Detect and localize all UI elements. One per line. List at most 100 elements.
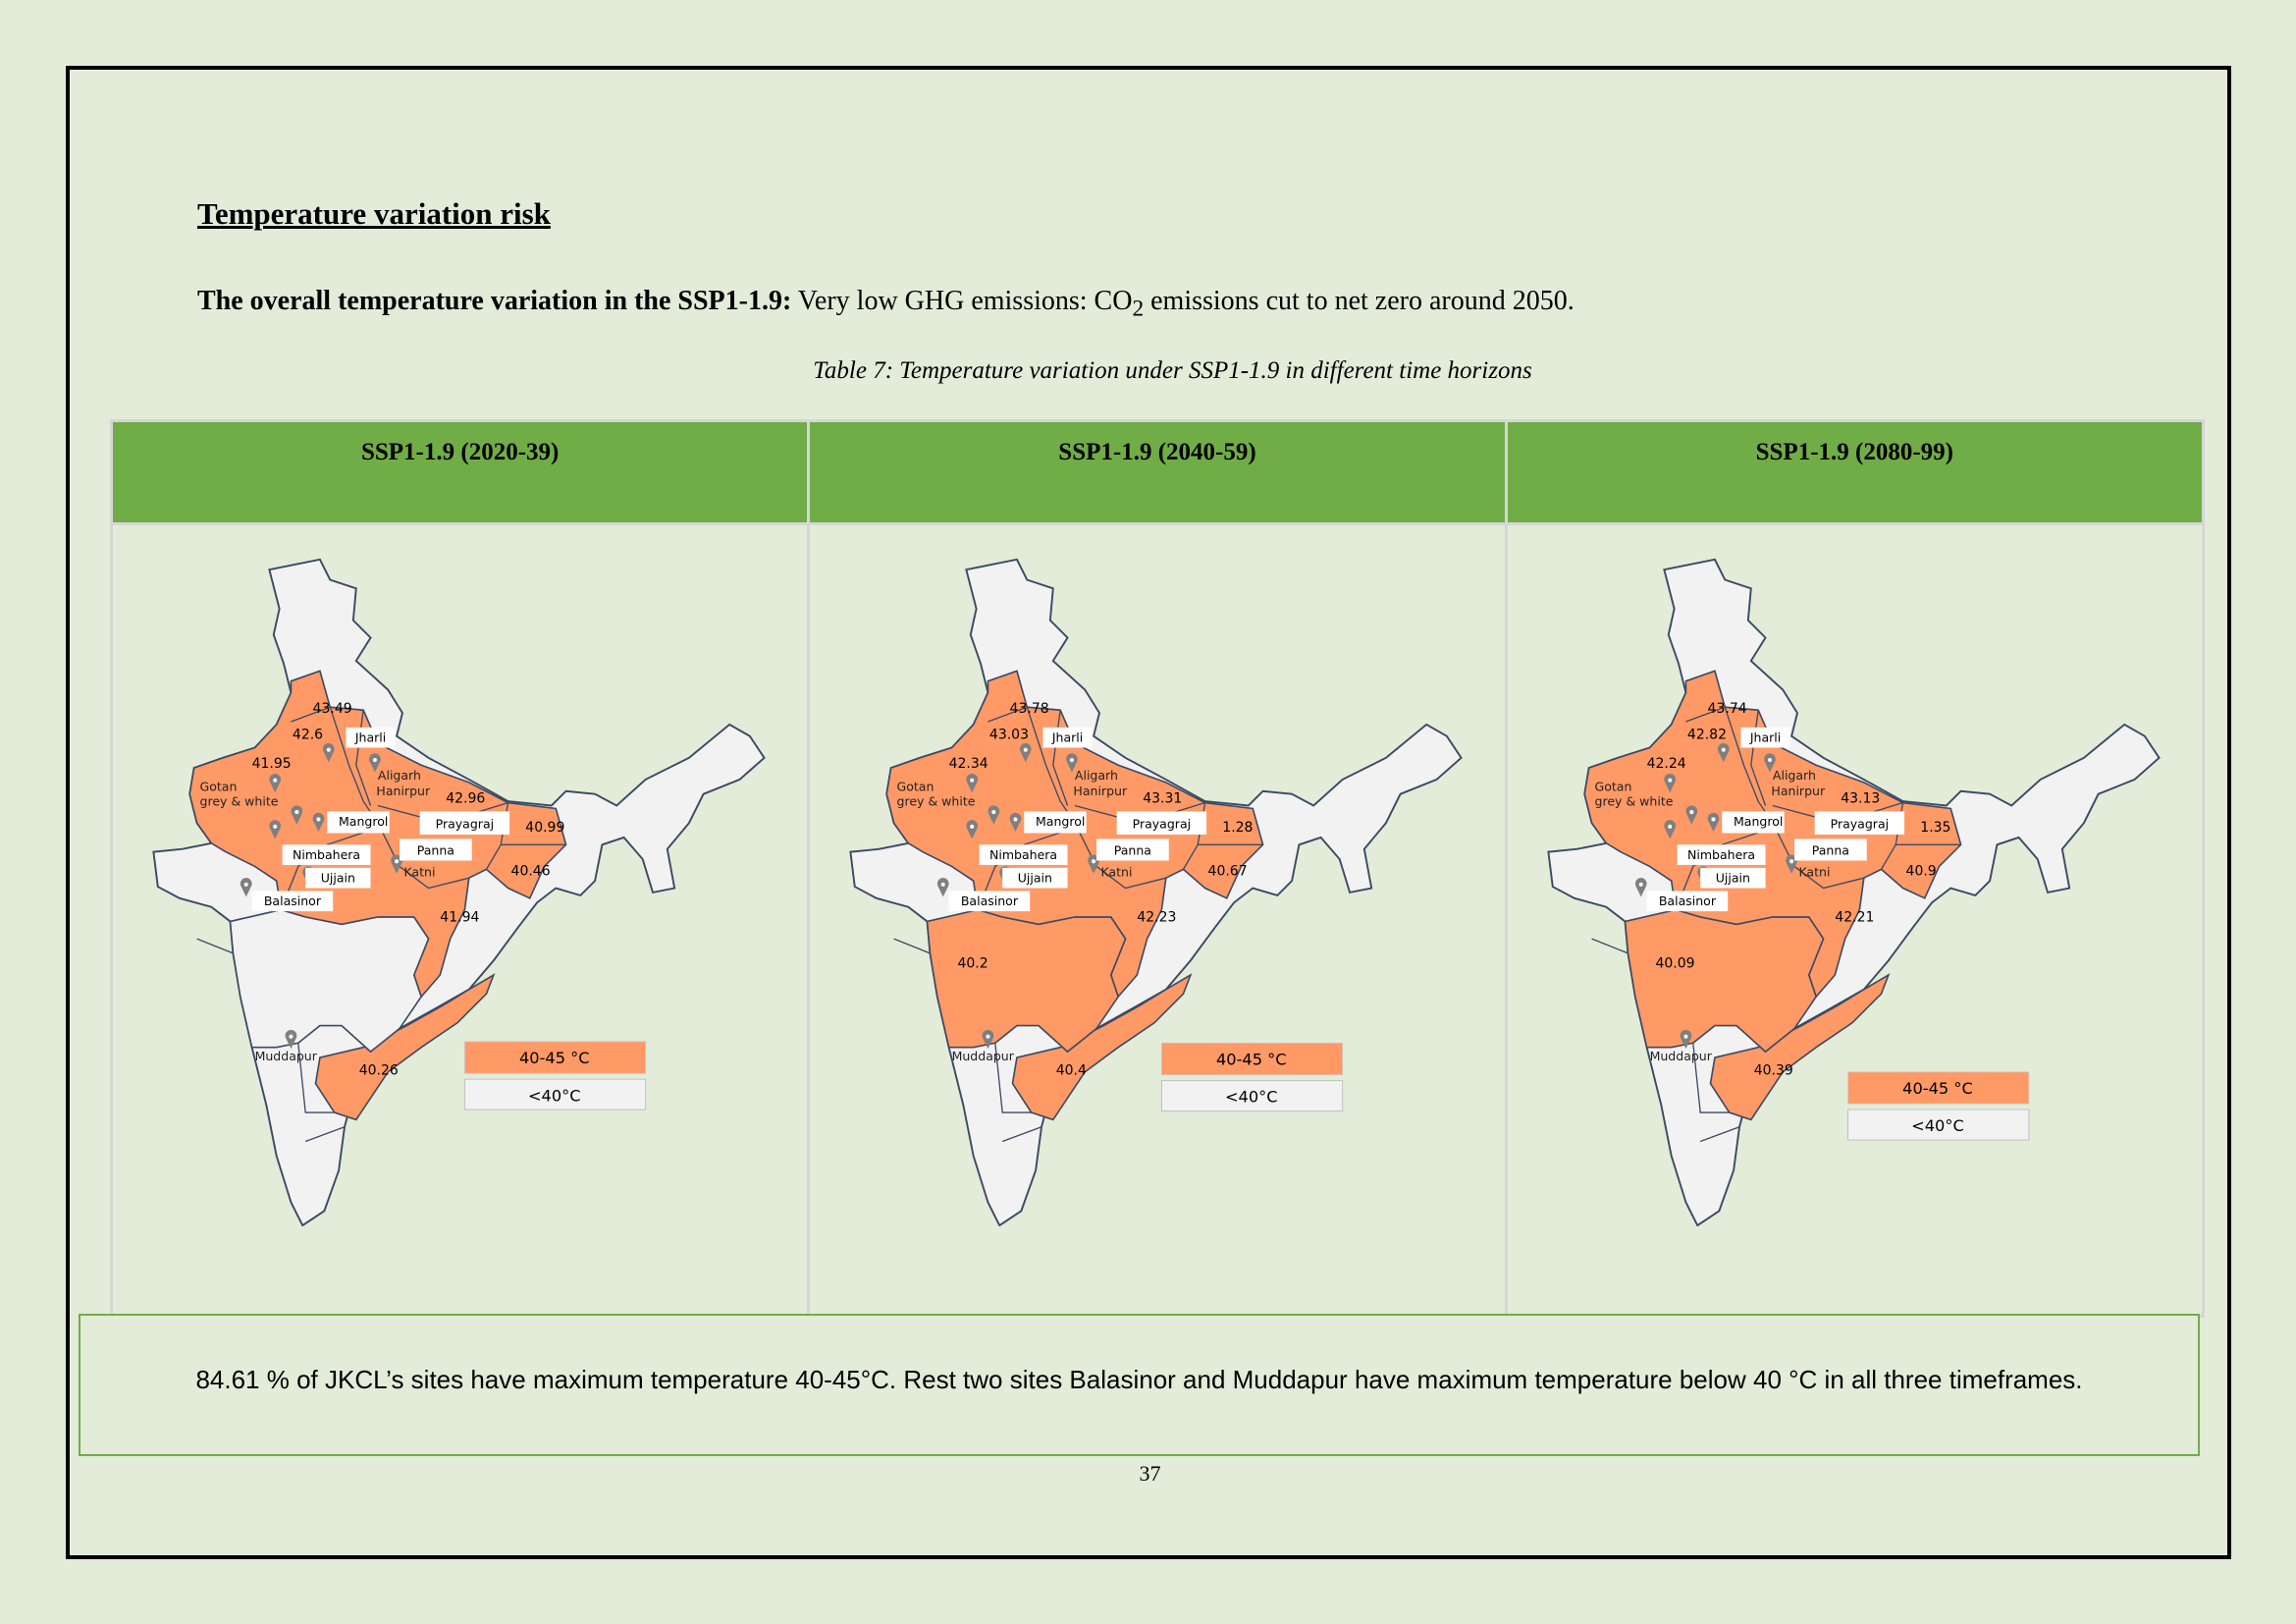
site-label-prayagraj: Prayagraj — [436, 816, 494, 831]
legend-label-below: <40°C — [528, 1086, 581, 1105]
region-andhra — [1011, 973, 1193, 1121]
site-label-ujjain: Ujjain — [1715, 871, 1749, 886]
site-label-panna: Panna — [1114, 843, 1151, 858]
region-value-andhra: 40.39 — [1753, 1063, 1792, 1079]
state-border — [1880, 843, 1896, 870]
summary-text: 84.61 % of JKCL’s sites have maximum tem… — [195, 1365, 2083, 1394]
map-pin-icon — [285, 1029, 297, 1050]
site-label-aligarh: Aligarh — [378, 768, 421, 783]
site-label-balasinor: Balasinor — [1659, 893, 1717, 908]
map-table: SSP1-1.9 (2020-39) 43.49 42.6 41.95 42.96 40… — [110, 419, 2205, 1318]
site-label-gotan2: grey & white — [897, 793, 976, 808]
state-border — [988, 706, 1028, 723]
legend-label-in-range: 40-45 °C — [1216, 1050, 1287, 1068]
site-label-gotan1: Gotan — [897, 780, 934, 794]
site-label-ujjain: Ujjain — [321, 871, 355, 886]
site-label-katni: Katni — [1101, 865, 1133, 880]
site-label-box — [979, 844, 1068, 865]
site-label-nimbahera: Nimbahera — [293, 847, 360, 862]
site-label-box — [1646, 891, 1728, 912]
site-label-mangrol: Mangrol — [339, 814, 388, 829]
site-label-nimbahera: Nimbahera — [989, 847, 1057, 862]
map-pin-icon — [322, 742, 335, 763]
region-value-rajasthan: 42.34 — [949, 756, 988, 772]
region-value-rajasthan: 41.95 — [252, 756, 292, 772]
map-pin-icon — [1088, 854, 1100, 874]
map-pin-icon — [1680, 1029, 1691, 1050]
state-border — [297, 1043, 335, 1113]
state-border — [291, 706, 331, 723]
map-pin-icon — [1009, 812, 1022, 833]
map-pin-icon — [982, 1029, 994, 1050]
region-value-punjab: 43.74 — [1707, 701, 1746, 717]
site-label-box — [1024, 811, 1088, 834]
map-pin-icon — [1066, 753, 1079, 773]
region-value-haryana: 42.6 — [293, 728, 323, 743]
site-label-box — [282, 844, 371, 865]
site-label-box — [1677, 844, 1766, 865]
state-border — [1691, 1043, 1730, 1113]
site-label-gotan1: Gotan — [200, 780, 238, 794]
site-label-prayagraj: Prayagraj — [1133, 816, 1191, 831]
legend-label-below: <40°C — [1225, 1088, 1278, 1107]
region-value-bihar: 40.99 — [525, 820, 564, 836]
map-cell: 43.74 42.82 42.24 43.13 1.35 40.9 42.21 40.39 40… — [1508, 525, 2202, 1315]
state-border — [1771, 822, 1864, 890]
table-caption: Table 7: Temperature variation under SSP… — [813, 357, 1532, 384]
site-label-box — [1002, 867, 1068, 889]
region-maharashtra — [1624, 908, 1825, 1054]
legend-swatch-below — [1846, 1109, 2029, 1141]
site-label-aligarh: Aligarh — [1773, 768, 1816, 783]
site-label-panna: Panna — [417, 843, 454, 858]
legend-swatch-in-range — [1846, 1071, 2029, 1105]
site-label-box — [400, 839, 472, 861]
site-label-box — [305, 867, 371, 889]
state-border — [485, 843, 502, 870]
region-value-andhra: 40.4 — [1056, 1063, 1087, 1079]
map-pin-icon — [1634, 878, 1647, 897]
site-label-mangrol: Mangrol — [1036, 814, 1085, 829]
map-cell: 43.78 43.03 42.34 43.31 1.28 40.67 42.23 40.4 40… — [810, 525, 1504, 1315]
site-label-box — [1740, 727, 1790, 748]
site-label-katni: Katni — [1798, 865, 1830, 880]
site-label-hanirpur: Hanirpur — [1771, 784, 1826, 798]
region-maharashtra — [229, 908, 430, 1054]
map-pin-icon — [1020, 742, 1033, 763]
intro-subscript: 2 — [1132, 296, 1145, 322]
map-pin-icon — [1707, 812, 1720, 833]
site-label-gotan2: grey & white — [1594, 793, 1673, 808]
state-border — [196, 938, 234, 954]
state-border — [1699, 1126, 1739, 1143]
region-value-haryana: 42.82 — [1687, 728, 1727, 743]
table-column: SSP1-1.9 (2040-59) 43.78 43.03 42.34 43.31 1… — [810, 422, 1508, 1315]
legend-swatch-in-range — [463, 1041, 647, 1074]
state-border — [1183, 843, 1200, 870]
site-label-muddapur: Muddapur — [1649, 1049, 1712, 1063]
site-label-jharli: Jharli — [1051, 731, 1083, 745]
map-pin-icon — [269, 820, 282, 839]
site-label-jharli: Jharli — [354, 731, 386, 745]
table-column: SSP1-1.9 (2080-99) 43.74 42.82 42.24 43.13 1… — [1507, 422, 2202, 1315]
legend-swatch-in-range — [1161, 1042, 1344, 1076]
map-cell: 43.49 42.6 41.95 42.96 40.99 40.46 41.94 40.26 J… — [113, 525, 807, 1315]
state-border — [1684, 706, 1726, 723]
legend-label-in-range: 40-45 °C — [519, 1049, 590, 1067]
map-pin-icon — [240, 878, 252, 897]
map-pin-icon — [1663, 773, 1676, 793]
state-border — [304, 1126, 346, 1143]
state-border — [1002, 1126, 1042, 1143]
state-border — [994, 1043, 1033, 1113]
legend-swatch-below — [463, 1078, 647, 1110]
page-border — [66, 66, 2231, 1559]
page-number: 37 — [1139, 1461, 1161, 1486]
site-label-muddapur: Muddapur — [952, 1049, 1015, 1063]
state-border — [1074, 822, 1167, 890]
map-pin-icon — [391, 854, 402, 874]
region-value-chhattisgarh: 42.23 — [1138, 909, 1177, 925]
state-border — [893, 938, 932, 954]
region-value-jharkhand: 40.67 — [1208, 863, 1248, 879]
region-value-maharashtra: 40.2 — [958, 956, 988, 972]
region-value-bihar: 1.28 — [1223, 820, 1254, 836]
map-pin-icon — [291, 805, 303, 825]
region-value-punjab: 43.78 — [1010, 701, 1049, 717]
